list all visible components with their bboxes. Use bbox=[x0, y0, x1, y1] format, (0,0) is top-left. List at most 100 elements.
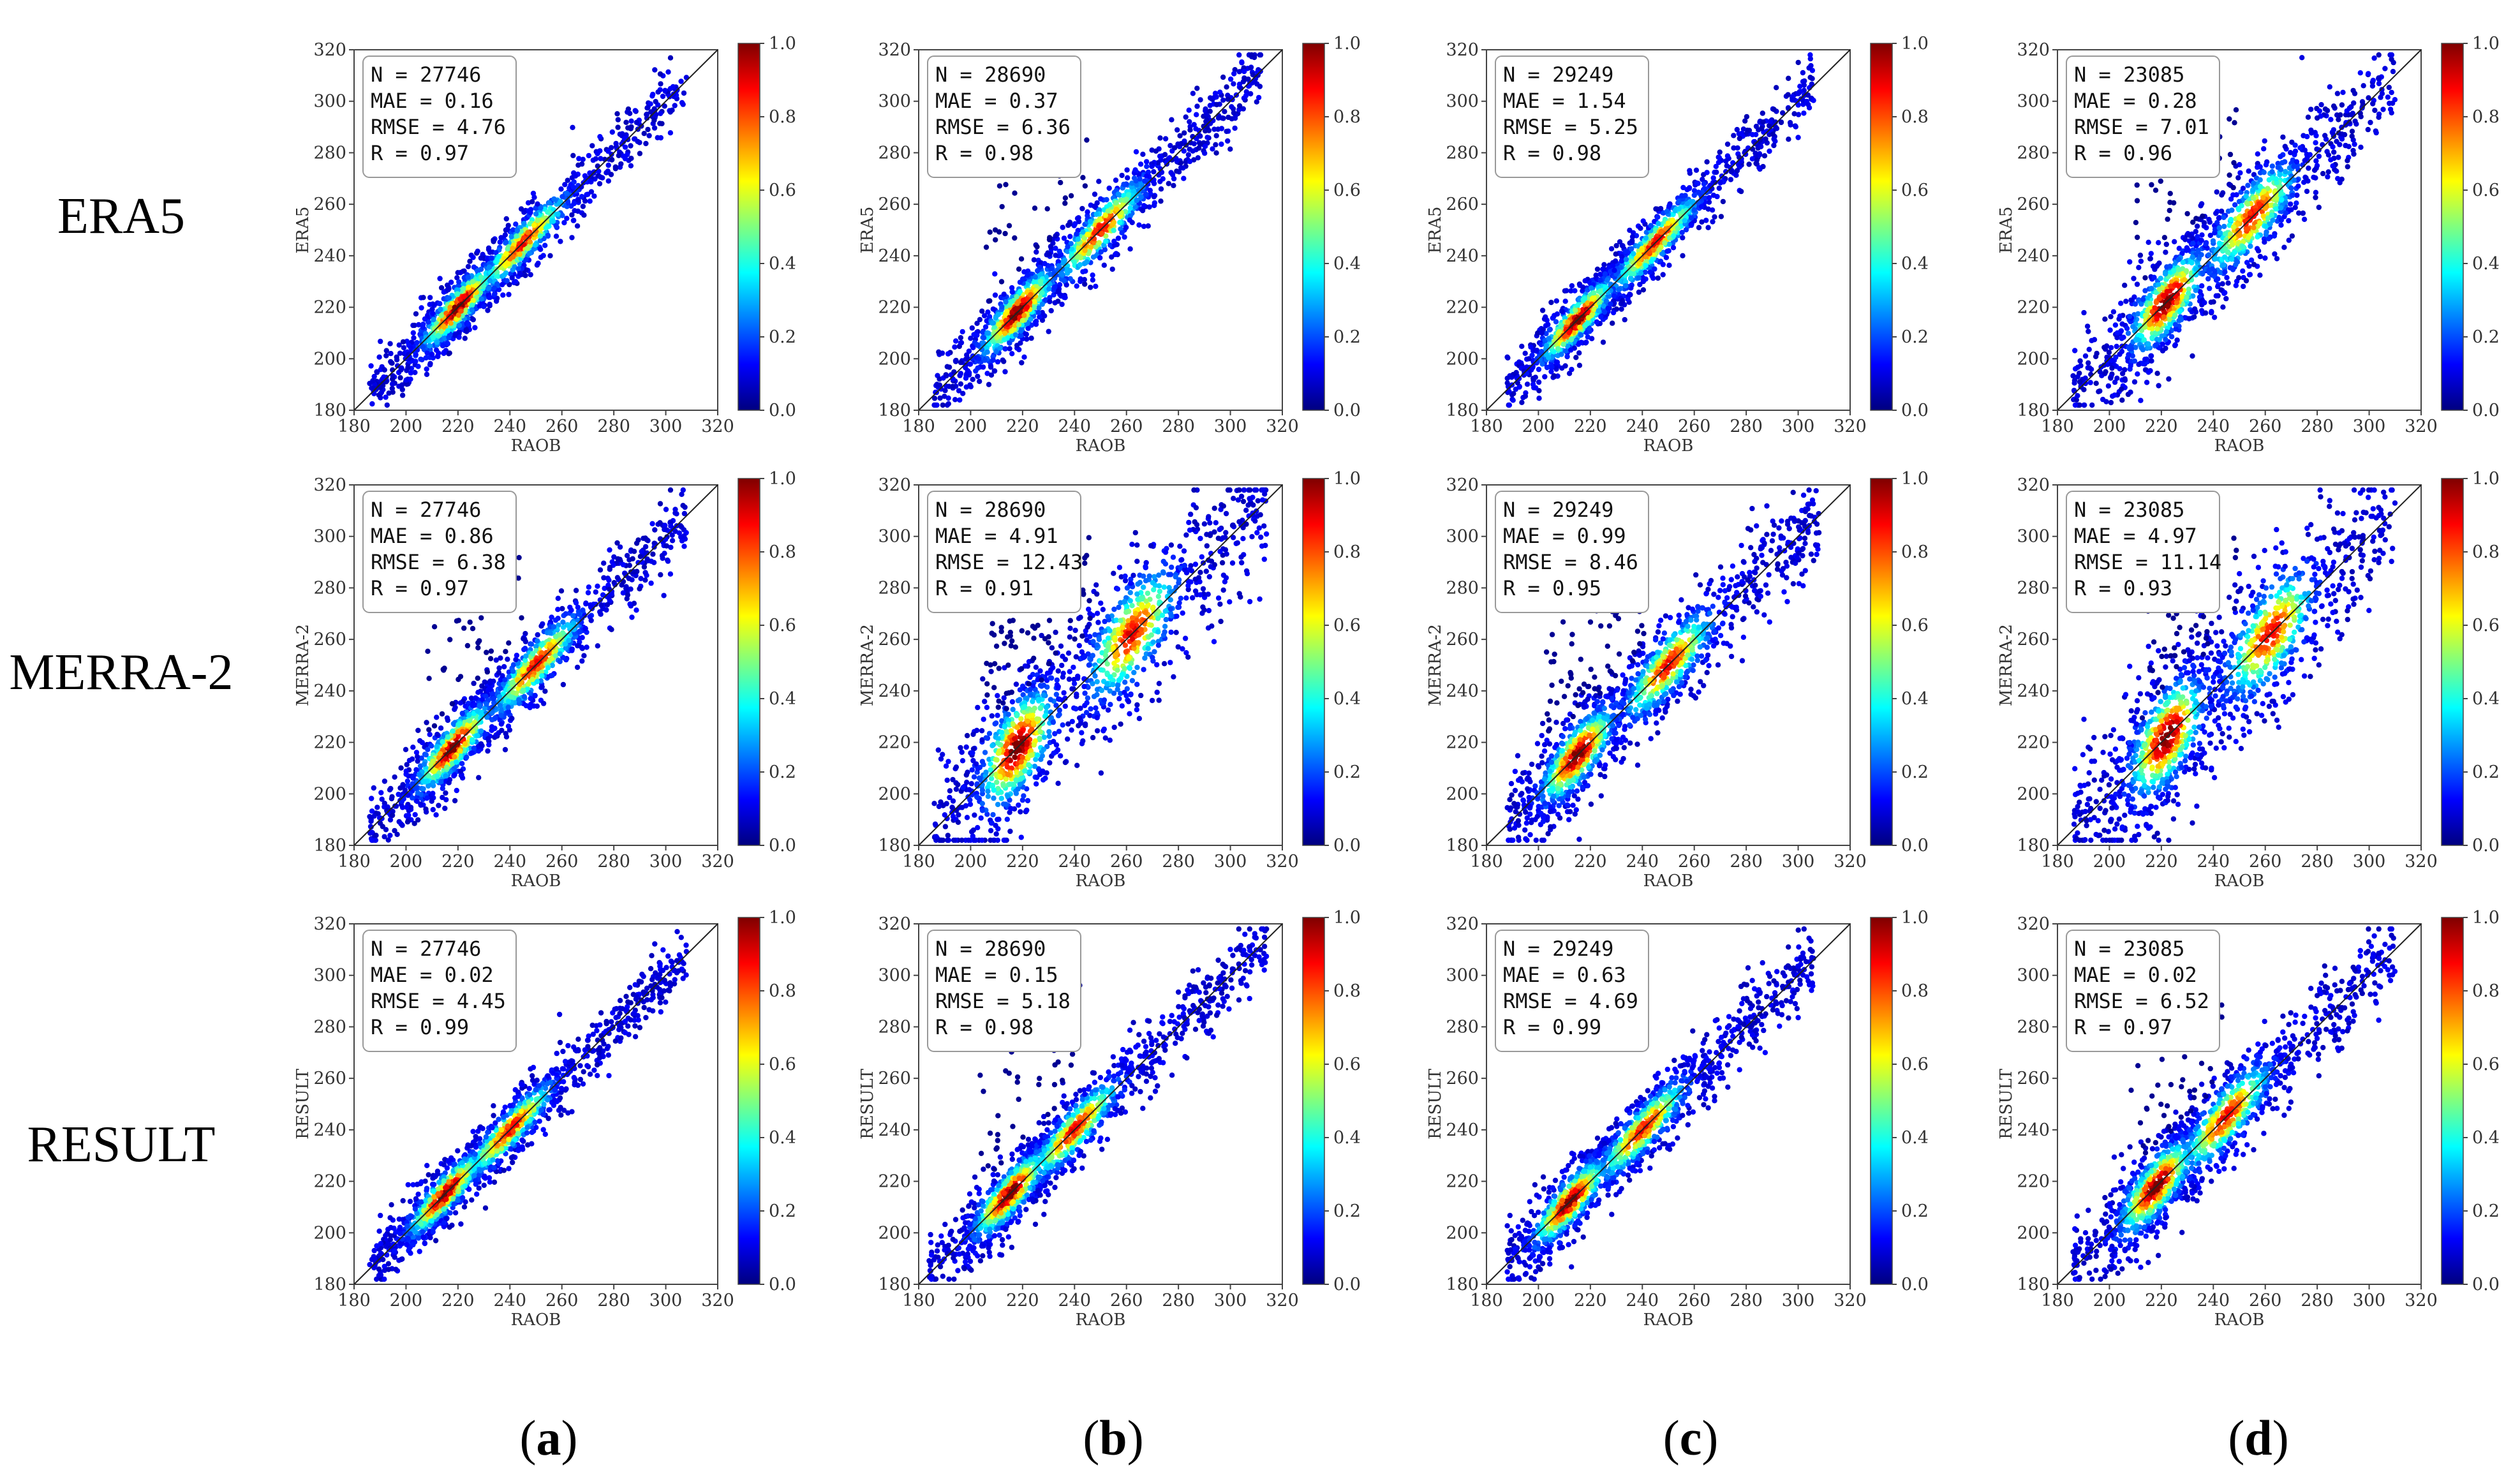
scatter-point bbox=[582, 198, 588, 204]
y-tick-label: 280 bbox=[1446, 143, 1479, 163]
scatter-point bbox=[1734, 126, 1740, 133]
scatter-point bbox=[2349, 128, 2355, 134]
scatter-point bbox=[1082, 281, 1088, 287]
scatter-point bbox=[1564, 288, 1569, 293]
stats-line: N = 28690 bbox=[935, 63, 1046, 87]
scatter-point bbox=[1548, 369, 1554, 375]
scatter-point bbox=[956, 388, 962, 394]
scatter-point bbox=[1171, 182, 1176, 188]
scatter-point bbox=[2093, 380, 2099, 386]
scatter-point bbox=[1664, 248, 1670, 254]
scatter-point bbox=[1536, 379, 1542, 385]
scatter-point bbox=[1009, 289, 1016, 295]
scatter-point bbox=[1680, 235, 1686, 241]
scatter-point bbox=[420, 295, 426, 301]
scatter-point bbox=[1169, 117, 1175, 122]
scatter-point bbox=[1174, 158, 1180, 163]
scatter-point bbox=[1018, 340, 1023, 346]
scatter-point bbox=[1111, 239, 1117, 244]
scatter-point bbox=[1207, 108, 1213, 114]
scatter-point bbox=[1232, 115, 1238, 121]
scatter-point bbox=[2316, 204, 2322, 211]
scatter-point bbox=[1236, 69, 1242, 75]
scatter-point bbox=[1213, 133, 1219, 138]
scatter-point bbox=[1028, 335, 1034, 341]
scatter-point bbox=[367, 380, 373, 387]
scatter-point bbox=[1795, 135, 1801, 140]
scatter-point bbox=[2370, 77, 2376, 84]
scatter-point bbox=[1097, 255, 1103, 261]
scatter-point bbox=[1001, 292, 1007, 297]
scatter-point bbox=[1539, 361, 1545, 367]
scatter-point bbox=[561, 219, 567, 226]
scatter-point bbox=[987, 298, 993, 304]
colorbar bbox=[737, 43, 760, 411]
scatter-point bbox=[942, 387, 948, 394]
scatter-point bbox=[558, 239, 563, 244]
scatter-point bbox=[510, 246, 515, 251]
scatter-point bbox=[2390, 100, 2396, 106]
scatter-point bbox=[1566, 371, 1573, 376]
scatter-point bbox=[1016, 322, 1022, 327]
column-label-b: (b) bbox=[1083, 1410, 1143, 1466]
scatter-point bbox=[374, 369, 380, 375]
x-tick-label: 200 bbox=[390, 417, 423, 436]
scatter-point bbox=[1226, 114, 1231, 121]
scatter-point bbox=[2114, 343, 2119, 350]
scatter-point bbox=[516, 245, 522, 251]
scatter-point bbox=[1009, 299, 1014, 304]
scatter-point bbox=[1559, 352, 1564, 357]
scatter-point bbox=[2376, 52, 2382, 58]
scatter-point bbox=[1534, 347, 1540, 353]
scatter-point bbox=[1638, 271, 1644, 276]
scatter-point bbox=[1623, 283, 1629, 289]
scatter-point bbox=[1113, 177, 1119, 183]
scatter-point bbox=[498, 235, 504, 241]
scatter-point bbox=[2165, 302, 2171, 309]
scatter-point bbox=[2156, 383, 2161, 389]
scatter-point bbox=[434, 339, 440, 345]
scatter-point bbox=[438, 285, 445, 291]
scatter-point bbox=[465, 263, 471, 269]
scatter-point bbox=[2118, 301, 2124, 306]
scatter-point bbox=[1610, 309, 1617, 316]
scatter-point bbox=[1623, 256, 1629, 262]
scatter-point bbox=[981, 335, 986, 341]
scatter-point bbox=[1061, 235, 1067, 241]
scatter-point bbox=[659, 121, 665, 126]
scatter-point bbox=[1522, 350, 1528, 356]
scatter-point bbox=[1560, 341, 1566, 347]
scatter-point bbox=[1807, 75, 1813, 80]
scatter-point bbox=[1256, 94, 1262, 101]
scatter-point bbox=[527, 239, 533, 245]
scatter-point bbox=[1679, 230, 1685, 235]
scatter-point bbox=[472, 325, 478, 330]
scatter-point bbox=[436, 350, 441, 356]
scatter-point bbox=[645, 126, 651, 133]
scatter-point bbox=[415, 364, 421, 369]
scatter-point bbox=[940, 402, 946, 408]
scatter-point bbox=[1194, 112, 1199, 117]
scatter-point bbox=[1568, 347, 1574, 353]
scatter-point bbox=[1220, 74, 1226, 80]
scatter-point bbox=[1706, 195, 1712, 200]
scatter-point bbox=[1793, 124, 1798, 130]
scatter-point bbox=[598, 156, 604, 161]
scatter-point bbox=[1127, 246, 1133, 252]
scatter-point bbox=[1753, 123, 1760, 130]
scatter-point bbox=[1129, 219, 1135, 225]
colorbar-tick-label: 0.6 bbox=[1901, 181, 1929, 200]
scatter-point bbox=[1194, 85, 1200, 91]
scatter-point bbox=[2331, 149, 2337, 155]
scatter-panel: 180 200 220 240 260 280 300 3201802002202402602… bbox=[1997, 34, 2500, 456]
scatter-point bbox=[1577, 283, 1583, 288]
colorbar-tick-label: 0.0 bbox=[1333, 401, 1361, 420]
scatter-point bbox=[1790, 97, 1795, 103]
scatter-point bbox=[619, 131, 625, 137]
scatter-point bbox=[2313, 140, 2318, 145]
scatter-point bbox=[662, 87, 668, 93]
scatter-point bbox=[445, 341, 451, 346]
scatter-point bbox=[1600, 266, 1606, 272]
scatter-point bbox=[1067, 234, 1073, 239]
scatter-point bbox=[1682, 193, 1688, 198]
